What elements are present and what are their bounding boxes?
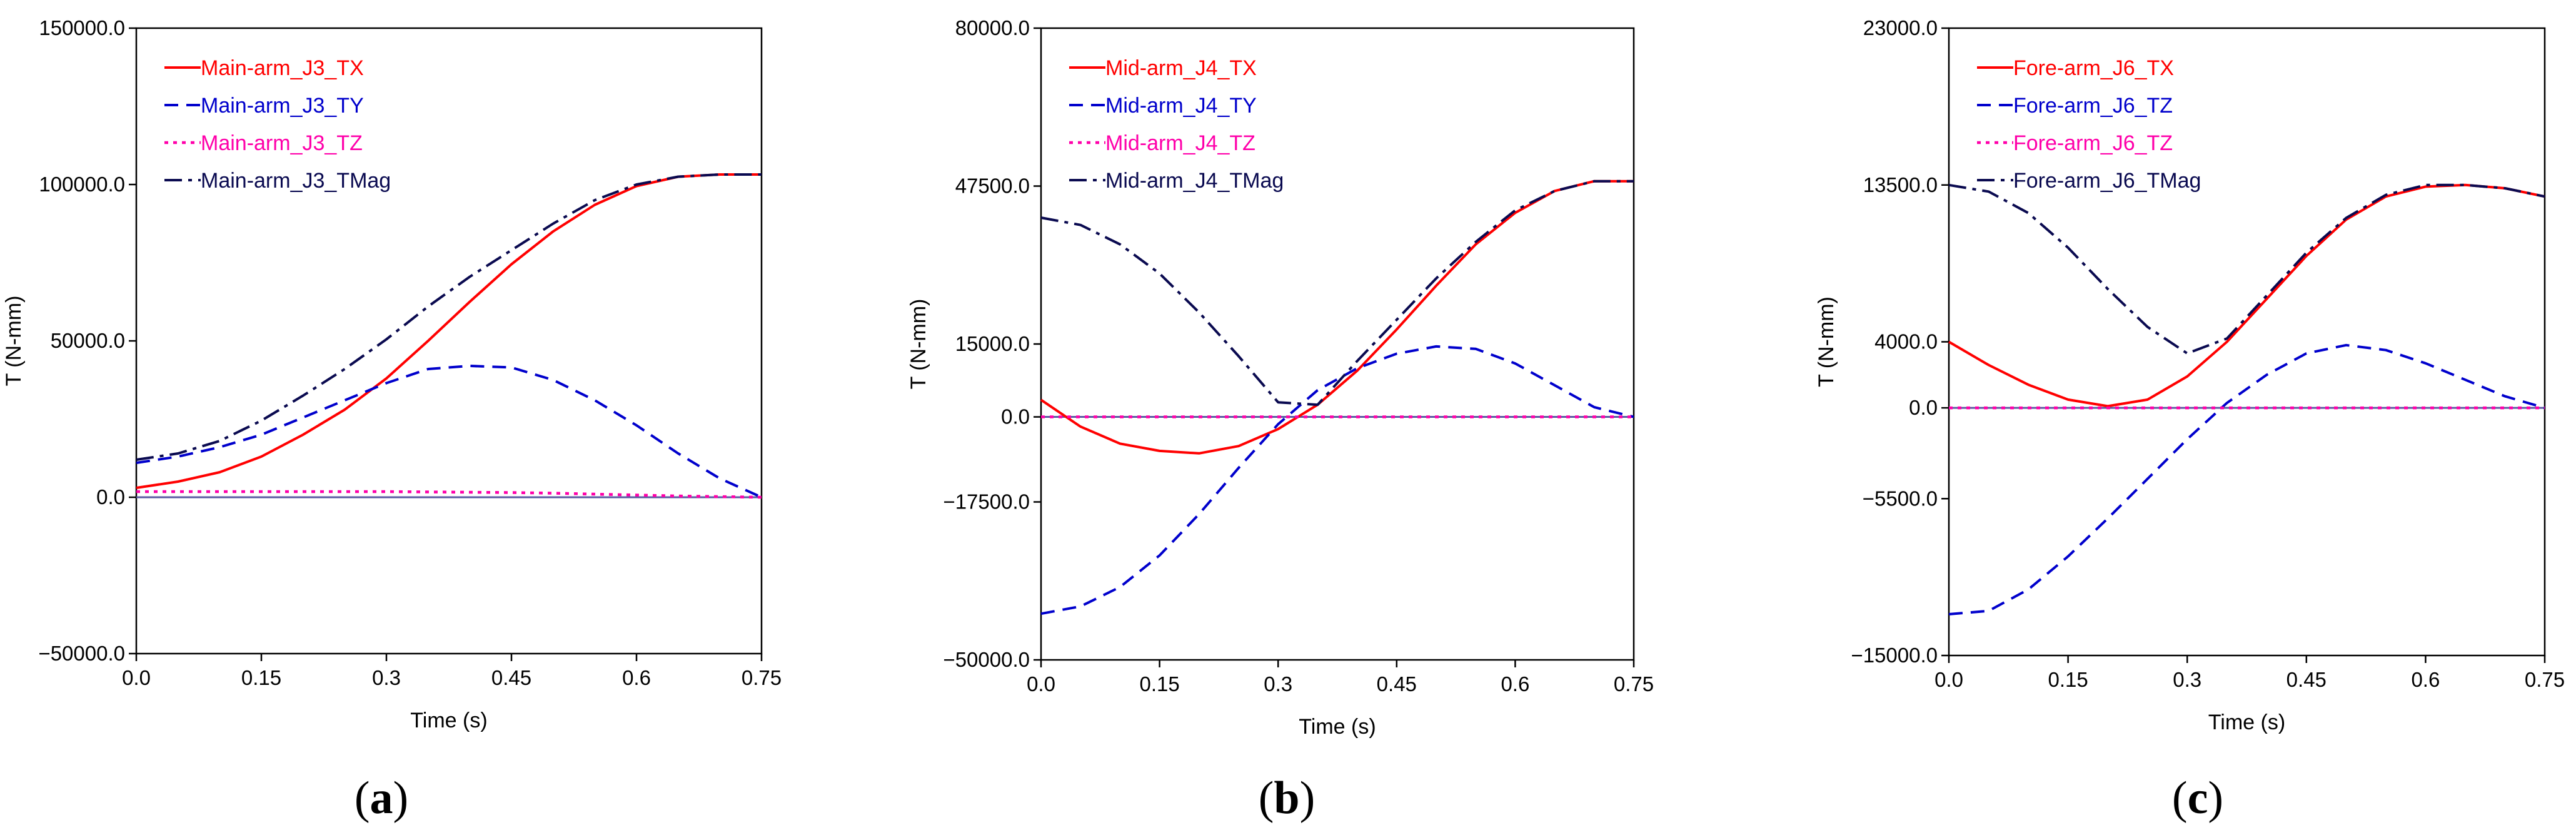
- series-line-ty: [1040, 345, 1634, 615]
- plot-area: [135, 27, 763, 655]
- plot-area: [1040, 27, 1635, 661]
- panel-label-close: ): [2208, 772, 2223, 824]
- panel-label-letter: a: [370, 772, 393, 824]
- panel-label-open: (: [2172, 772, 2188, 824]
- y-tick-label: 4000.0: [1874, 330, 1938, 353]
- x-tick-label: 0.45: [491, 666, 531, 689]
- y-tick-label: −5500.0: [1863, 487, 1938, 510]
- panel-label-close: ): [393, 772, 409, 824]
- chart-panel-b: −50000.0 −17500.0 0.0 15000.0 47500.0 80000.0…: [907, 16, 1654, 824]
- y-tick-label: 0.0: [96, 485, 125, 509]
- series-line-tmag: [136, 173, 762, 461]
- legend-entry-tx: Fore-arm_J6_TX: [2013, 56, 2174, 80]
- legend-entry-tmag: Fore-arm_J6_TMag: [2013, 169, 2201, 193]
- y-tick-label: 13500.0: [1863, 173, 1938, 196]
- legend-entry-ty: Main-arm_J3_TY: [201, 94, 364, 118]
- y-tick-label: −50000.0: [943, 648, 1030, 671]
- y-axis-title: T (N-mm): [907, 299, 930, 390]
- y-tick-label: 100000.0: [39, 173, 125, 196]
- x-tick-label: 0.75: [1614, 672, 1654, 696]
- x-tick-label: 0.6: [2411, 668, 2440, 691]
- y-tick-label: 0.0: [1001, 405, 1030, 428]
- y-tick-label: 0.0: [1909, 396, 1938, 419]
- x-tick-label: 0.6: [622, 666, 651, 689]
- panel-label-letter: b: [1274, 772, 1299, 824]
- y-tick-label: 80000.0: [955, 16, 1030, 39]
- panel-label-letter: c: [2188, 772, 2208, 824]
- x-tick-label: 0.45: [1377, 672, 1417, 696]
- x-axis-title: Time (s): [410, 709, 487, 732]
- series-line-ty: [1948, 343, 2545, 615]
- x-tick-label: 0.75: [2525, 668, 2565, 691]
- panel-label: (b): [1259, 772, 1315, 824]
- x-tick-label: 0.3: [372, 666, 401, 689]
- legend: Fore-arm_J6_TX Fore-arm_J6_TZ Fore-arm_J6_…: [1977, 56, 2201, 193]
- legend-entry-tz: Mid-arm_J4_TZ: [1105, 131, 1255, 155]
- legend-entry-tz: Fore-arm_J6_TZ: [2013, 131, 2173, 155]
- legend-entry-ty: Fore-arm_J6_TZ: [2013, 94, 2173, 118]
- x-tick-label: 0.15: [241, 666, 281, 689]
- legend-entry-tmag: Main-arm_J3_TMag: [201, 169, 391, 193]
- y-tick-label: −17500.0: [943, 490, 1030, 514]
- x-tick-label: 0.6: [1501, 672, 1529, 696]
- x-tick-label: 0.15: [2048, 668, 2088, 691]
- legend-entry-tz: Main-arm_J3_TZ: [201, 131, 363, 155]
- y-tick-label: −50000.0: [38, 642, 125, 665]
- x-tick-label: 0.3: [2173, 668, 2201, 691]
- x-tick-label: 0.15: [1139, 672, 1179, 696]
- x-tick-label: 0.45: [2287, 668, 2327, 691]
- y-tick-label: 23000.0: [1863, 16, 1938, 39]
- y-tick-label: 50000.0: [51, 329, 125, 352]
- panel-label-close: ): [1300, 772, 1316, 824]
- legend-entry-tmag: Mid-arm_J4_TMag: [1105, 169, 1284, 193]
- y-axis-title: T (N-mm): [1814, 296, 1838, 387]
- legend: Mid-arm_J4_TX Mid-arm_J4_TY Mid-arm_J4_TZ M…: [1069, 56, 1284, 193]
- panel-label-open: (: [355, 772, 370, 824]
- chart-panel-c: −15000.0 −5500.0 0.0 4000.0 13500.0 23000.0 0.…: [1814, 16, 2565, 824]
- y-tick-label: 150000.0: [39, 16, 125, 39]
- y-tick-label: −15000.0: [1851, 644, 1938, 667]
- x-axis-title: Time (s): [1299, 715, 1376, 739]
- series-line-tmag: [1948, 183, 2545, 355]
- x-tick-label: 0.75: [742, 666, 782, 689]
- legend-entry-tx: Main-arm_J3_TX: [201, 56, 364, 80]
- y-axis-title: T (N-mm): [2, 296, 26, 387]
- x-tick-label: 0.0: [1935, 668, 1963, 691]
- legend-entry-ty: Mid-arm_J4_TY: [1105, 94, 1257, 118]
- legend: Main-arm_J3_TX Main-arm_J3_TY Main-arm_J3_…: [164, 56, 391, 193]
- x-tick-label: 0.0: [1027, 672, 1055, 696]
- panel-label-open: (: [1259, 772, 1274, 824]
- x-tick-label: 0.3: [1264, 672, 1292, 696]
- y-tick-label: 15000.0: [955, 332, 1030, 355]
- series-line-tmag: [1040, 180, 1634, 407]
- x-axis-title: Time (s): [2208, 711, 2285, 734]
- x-tick-label: 0.0: [122, 666, 151, 689]
- series-line-ty: [136, 365, 762, 498]
- y-tick-label: 47500.0: [955, 175, 1030, 198]
- panel-label: (a): [355, 772, 408, 824]
- panel-label: (c): [2172, 772, 2223, 824]
- legend-entry-tx: Mid-arm_J4_TX: [1105, 56, 1257, 80]
- plot-area: [1948, 27, 2546, 657]
